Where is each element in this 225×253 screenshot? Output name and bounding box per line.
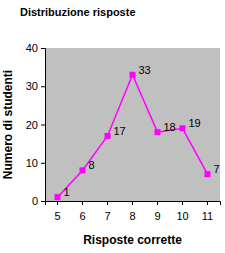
y-axis-line [41,49,46,202]
x-tick-mark [182,201,183,205]
x-tick: 6 [79,201,85,222]
y-tick-mark [41,163,45,164]
title: Distribuzione risposte [20,6,136,18]
x-axis-line [46,202,221,206]
data-label: 1 [64,186,70,198]
x-axis: 5 6 7 8 9 10 11 [46,201,221,222]
x-tick-label: 5 [54,210,60,222]
x-tick-mark [57,201,58,205]
x-tick: 10 [176,201,188,222]
data-labels: 18173318197 [64,64,220,198]
plot: 01020304056789101118173318197 [26,42,221,222]
y-tick-label: 0 [32,195,38,207]
x-tick-label: 6 [79,210,85,222]
series [55,72,211,200]
data-marker [205,171,211,177]
data-marker [180,125,186,131]
x-tick: 11 [202,201,213,222]
x-tick: 5 [54,201,60,222]
x-tick-label: 9 [154,210,160,222]
data-label: 17 [114,125,126,137]
data-line [58,75,208,197]
y-tick-label: 30 [26,80,38,92]
x-tick-mark [207,201,208,205]
data-label: 7 [214,163,220,175]
y-tick-mark [41,48,45,49]
data-marker [155,129,161,135]
y-tick: 0 [32,195,45,207]
x-tick: 8 [129,201,135,222]
x-tick: 9 [154,201,160,222]
x-tick-mark [82,201,83,205]
x-tick-label: 11 [202,210,213,222]
y-tick: 30 [26,80,45,92]
y-tick: 40 [26,42,45,54]
y-axis-title: Numero di studenti [1,70,15,179]
x-tick-mark [132,201,133,205]
y-tick-mark [41,201,45,202]
data-label: 8 [89,159,95,171]
y-tick-label: 20 [26,119,38,131]
data-marker [55,194,61,200]
y-tick-label: 40 [26,42,38,54]
x-tick: 7 [104,201,110,222]
y-tick-mark [41,125,45,126]
x-tick-label: 8 [129,210,135,222]
data-label: 33 [139,64,151,76]
data-marker [80,167,86,173]
y-tick: 10 [26,157,45,169]
data-label: 19 [189,117,201,129]
data-marker [130,72,136,78]
x-tick-mark [157,201,158,205]
x-tick-mark [107,201,108,205]
data-label: 18 [164,121,176,133]
chart: 01020304056789101118173318197Distribuzio… [0,0,225,253]
plot-background [45,48,220,201]
y-axis: 0 10 20 30 40 [26,42,46,207]
y-tick-mark [41,86,45,87]
x-tick-label: 10 [176,210,188,222]
data-marker [105,133,111,139]
y-tick-label: 10 [26,157,38,169]
y-tick: 20 [26,119,45,131]
x-axis-title: Risposte corrette [83,233,182,247]
x-tick-label: 7 [104,210,110,222]
